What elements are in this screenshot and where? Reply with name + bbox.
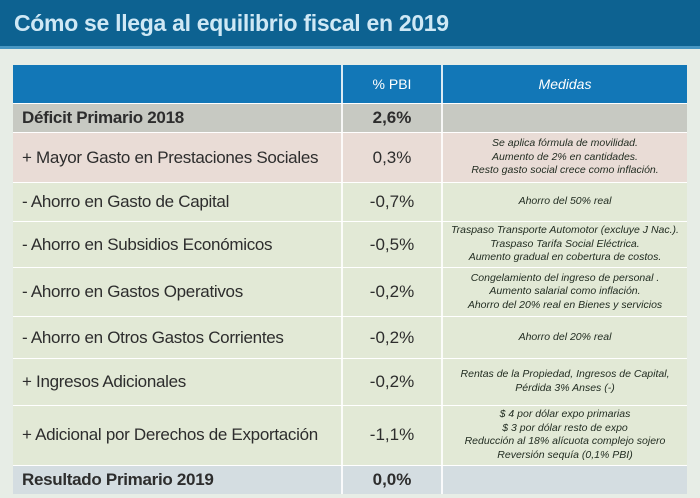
medida-line: Aumento de 2% en cantidades. [492,150,638,163]
medida-line: Pérdida 3% Anses (-) [515,382,615,394]
header-medidas-cell: Medidas [443,65,687,103]
row-pbi-value: 2,6% [343,104,443,132]
row-medidas: Se aplica fórmula de movilidad. Aumento d… [443,133,687,182]
row-label: Déficit Primario 2018 [13,104,343,132]
row-pbi-value: 0,3% [343,133,443,182]
row-label: - Ahorro en Gastos Operativos [13,268,343,316]
row-label: Resultado Primario 2019 [13,465,343,494]
page-title: Cómo se llega al equilibrio fiscal en 20… [14,9,449,36]
medida-line: Resto gasto social crece como inflación. [471,164,659,177]
table-row: - Ahorro en Gastos Operativos -0,2% Congel… [13,268,687,317]
table-row: + Mayor Gasto en Prestaciones Sociales 0,… [13,133,687,183]
fiscal-table: % PBI Medidas Déficit Primario 2018 2,6% +… [13,65,687,494]
row-pbi-value: -0,2% [343,268,443,316]
table-row: Déficit Primario 2018 2,6% [13,104,687,133]
slide-title-bar: Cómo se llega al equilibrio fiscal en 20… [0,0,700,49]
table-row: + Ingresos Adicionales -0,2% Rentas de la … [13,359,687,406]
row-medidas: Congelamiento del ingreso de personal .A… [443,268,687,316]
row-pbi-value: -0,7% [343,183,443,221]
medida-line: Ahorro del 20% real [518,330,612,343]
medida-line: Reducción al 18% alícuota complejo sojer… [464,435,666,448]
row-label: - Ahorro en Subsidios Económicos [13,222,343,267]
medida-line: Aumento gradual en cobertura de costos. [468,251,662,264]
table-body: Déficit Primario 2018 2,6% + Mayor Gasto e… [13,104,687,494]
medida-line: Congelamiento del ingreso de personal . [470,271,660,284]
row-medidas: $ 4 por dólar expo primarias $ 3 por dóla… [443,406,687,465]
row-label: + Adicional por Derechos de Exportación [13,406,343,465]
row-pbi-value: -0,2% [343,317,443,358]
medida-line: Aumento salarial como inflación. [489,285,641,298]
table-row: Resultado Primario 2019 0,0% [13,465,687,494]
table-row: - Ahorro en Otros Gastos Corrientes -0,2%… [13,317,687,359]
row-label: + Mayor Gasto en Prestaciones Sociales [13,133,343,182]
row-pbi-value: 0,0% [343,465,443,494]
table-row: + Adicional por Derechos de Exportación -… [13,406,687,466]
row-medidas [443,104,687,132]
row-label: - Ahorro en Otros Gastos Corrientes [13,317,343,358]
medida-line: Traspaso Transporte Automotor (excluye J… [451,224,679,237]
row-label: + Ingresos Adicionales [13,359,343,405]
row-pbi-value: -0,5% [343,222,443,267]
header-label-cell [13,65,343,103]
medida-line: Ahorro del 50% real [518,195,612,208]
header-pbi-cell: % PBI [343,65,443,103]
row-pbi-value: -0,2% [343,359,443,405]
medida-line: Se aplica fórmula de movilidad. [492,137,638,150]
table-row: - Ahorro en Subsidios Económicos -0,5% Tra… [13,222,687,268]
row-label: - Ahorro en Gasto de Capital [13,183,343,221]
medida-line: $ 4 por dólar expo primarias [499,408,631,420]
medida-line: Reversión sequía (0,1% PBI) [497,448,633,461]
medida-line: Rentas de la Propiedad, Ingresos de Capi… [460,368,670,381]
row-medidas: Ahorro del 50% real [443,183,687,221]
row-medidas: Traspaso Transporte Automotor (excluye J… [443,222,687,267]
row-medidas: Rentas de la Propiedad, Ingresos de Capi… [443,359,687,405]
table-header-row: % PBI Medidas [13,65,687,104]
table-row: - Ahorro en Gasto de Capital -0,7% Ahorro … [13,183,687,222]
medida-line: $ 3 por dólar resto de expo [502,421,628,434]
row-medidas: Ahorro del 20% real [443,317,687,358]
medida-line: Traspaso Tarifa Social Eléctrica. [490,237,640,250]
row-medidas [443,465,687,494]
medida-line: Ahorro del 20% real en Bienes y servicio… [467,298,663,311]
row-pbi-value: -1,1% [343,406,443,465]
